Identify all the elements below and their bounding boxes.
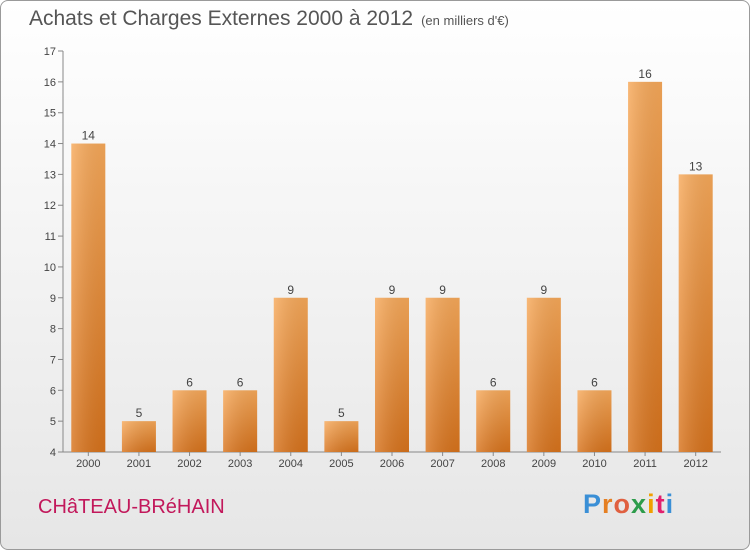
x-tick-label: 2010	[582, 458, 606, 470]
bar-value-label: 9	[541, 283, 548, 297]
chart-title-text: Achats et Charges Externes 2000 à 2012	[29, 7, 414, 30]
bar-highlight	[628, 81, 663, 452]
x-tick-label: 2012	[683, 458, 707, 470]
logo-letter: i	[665, 489, 675, 519]
commune-name: CHâTEAU-BRéHAIN	[38, 496, 225, 518]
chart-unit: (en milliers d'€)	[421, 13, 509, 28]
bar-highlight	[172, 390, 207, 452]
chart-title: Achats et Charges Externes 2000 à 2012 (e…	[29, 7, 509, 31]
bar-highlight	[121, 421, 156, 452]
y-tick-label: 15	[44, 108, 56, 120]
x-tick-label: 2004	[279, 458, 303, 470]
y-tick-label: 11	[45, 231, 56, 243]
y-tick-label: 9	[50, 293, 56, 305]
bar-highlight	[375, 297, 409, 452]
logo-letter: o	[613, 489, 632, 519]
x-tick-label: 2009	[532, 458, 556, 470]
x-tick-label: 2006	[380, 458, 404, 470]
bar-value-label: 9	[287, 283, 294, 297]
bar-value-label: 6	[186, 375, 193, 389]
x-tick-label: 2002	[177, 458, 201, 470]
bar-value-label: 9	[439, 283, 446, 297]
x-tick-label: 2000	[76, 458, 100, 470]
x-tick-label: 2001	[127, 458, 151, 470]
bar-highlight	[425, 297, 460, 452]
bar-value-label: 5	[338, 406, 345, 420]
logo-letter: r	[602, 489, 614, 519]
x-tick-label: 2003	[228, 458, 252, 470]
bar-value-label: 6	[237, 375, 244, 389]
bar-highlight	[476, 390, 511, 452]
x-tick-label: 2008	[481, 458, 505, 470]
y-tick-label: 10	[44, 262, 56, 274]
bars	[71, 81, 713, 453]
y-tick-label: 6	[50, 385, 56, 397]
y-tick-label: 4	[50, 447, 56, 459]
bar-highlight	[273, 297, 308, 452]
bar-highlight	[324, 421, 359, 452]
bar-highlight	[577, 390, 612, 452]
bar-value-label: 9	[389, 283, 396, 297]
bar-highlight	[223, 390, 258, 452]
bar-value-label: 5	[136, 406, 143, 420]
logo-letter: P	[583, 489, 603, 519]
bar-value-label: 13	[689, 159, 703, 173]
logo-letter: t	[655, 489, 666, 519]
bar-value-label: 14	[82, 129, 96, 143]
y-tick-label: 5	[50, 416, 56, 428]
proxiti-logo[interactable]: Proxiti	[583, 489, 674, 520]
x-tick-label: 2011	[633, 458, 657, 470]
bar-highlight	[71, 143, 106, 453]
bar-highlight	[678, 174, 713, 452]
bar-value-label: 6	[490, 375, 497, 389]
data-labels: 14 5 6 6 9 5 9 9 6 9 6 16 13	[82, 67, 703, 420]
x-tick-label: 2007	[430, 458, 454, 470]
y-tick-label: 14	[44, 139, 56, 151]
y-tick-label: 8	[50, 324, 56, 336]
bar-value-label: 16	[638, 67, 652, 81]
logo-letter: i	[647, 489, 656, 519]
x-tick-label: 2005	[329, 458, 353, 470]
bar-highlight	[526, 297, 561, 452]
y-tick-label: 16	[44, 77, 56, 89]
y-tick-label: 17	[44, 46, 56, 58]
y-tick-label: 12	[44, 200, 56, 212]
logo-letter: x	[631, 489, 648, 519]
bar-value-label: 6	[591, 375, 598, 389]
y-tick-label: 13	[44, 169, 56, 181]
y-tick-label: 7	[50, 354, 56, 366]
